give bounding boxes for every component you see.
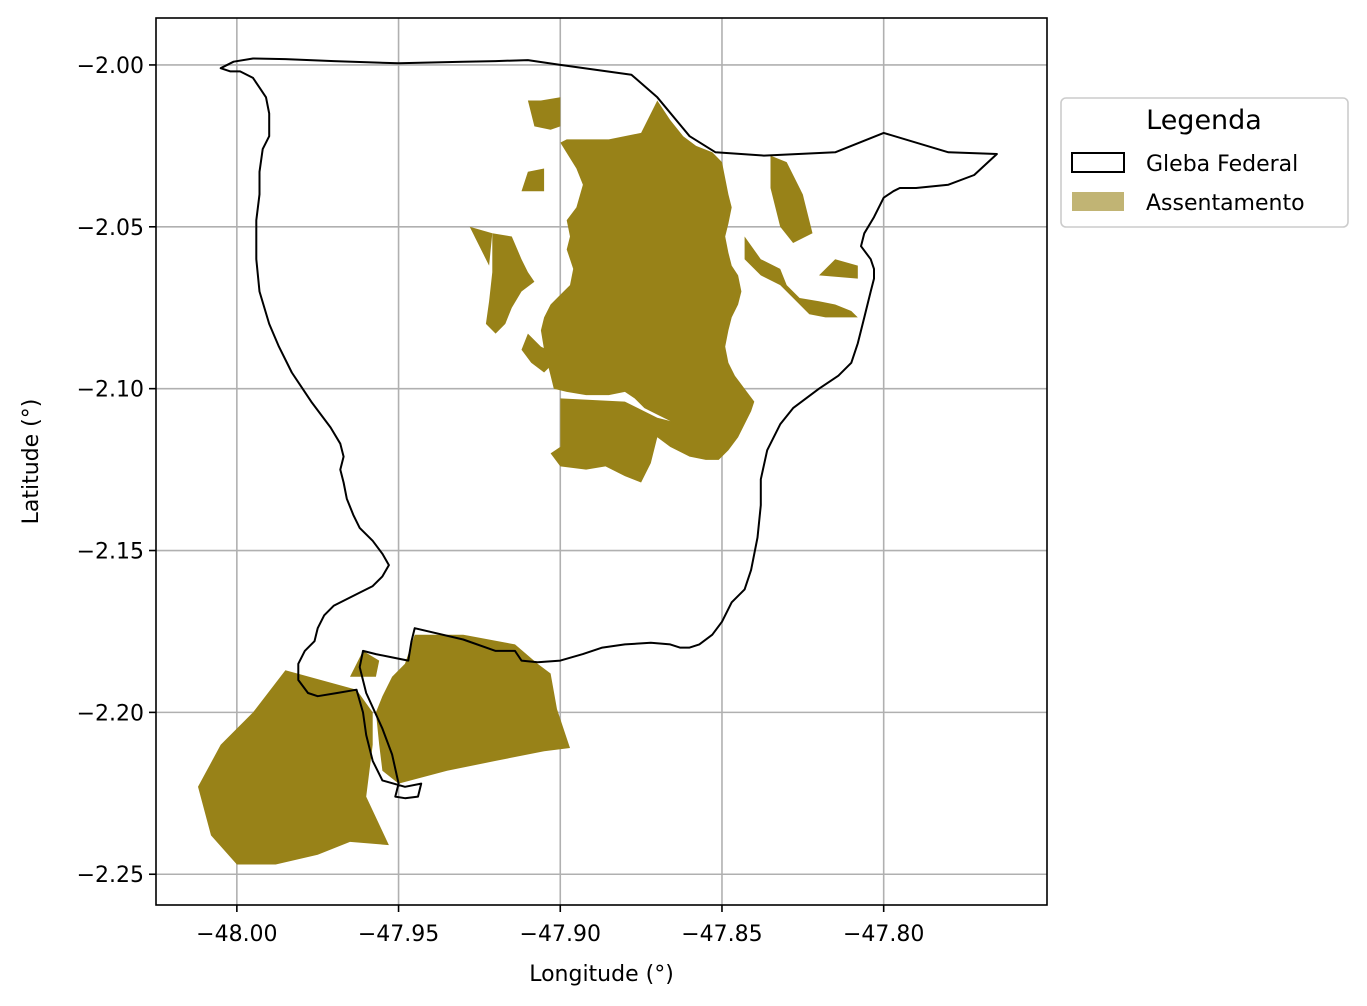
assentamento-polygon — [521, 168, 545, 192]
y-tick-label: −2.10 — [77, 378, 144, 403]
gleba-federal-layer — [219, 57, 998, 800]
legend-label-gleba-federal: Gleba Federal — [1146, 152, 1298, 177]
x-tick-label: −48.00 — [196, 922, 277, 947]
assentamento-polygon — [770, 155, 813, 243]
legend-swatch-assentamento — [1072, 192, 1124, 211]
assentamento-polygon — [819, 259, 858, 279]
assentamento-layer — [198, 97, 858, 865]
assentamento-polygon — [540, 100, 755, 460]
y-tick-label: −2.15 — [77, 540, 144, 565]
assentamento-polygon — [350, 650, 380, 677]
x-tick-label: −47.95 — [358, 922, 439, 947]
y-tick-label: −2.00 — [77, 54, 144, 79]
gleba-federal-outline — [219, 57, 998, 800]
x-tick-label: −47.85 — [681, 922, 762, 947]
assentamento-polygon — [198, 670, 389, 865]
y-tick-label: −2.05 — [77, 216, 144, 241]
y-axis-label: Latitude (°) — [19, 399, 44, 525]
assentamento-polygon — [744, 236, 858, 318]
assentamento-polygon — [469, 226, 493, 266]
y-tick-label: −2.20 — [77, 701, 144, 726]
assentamento-polygon — [485, 233, 535, 334]
x-tick-label: −47.80 — [843, 922, 924, 947]
legend-swatch-gleba-federal — [1071, 152, 1125, 173]
y-axis-ticks: −2.00 −2.05 −2.10 −2.15 −2.20 −2.25 — [77, 54, 156, 888]
legend: Legenda Gleba Federal Assentamento — [1060, 97, 1349, 228]
legend-box — [1060, 97, 1349, 228]
assentamento-polygon — [521, 333, 561, 373]
legend-label-assentamento: Assentamento — [1146, 191, 1305, 216]
y-tick-label: −2.25 — [77, 863, 144, 888]
x-axis-ticks: −48.00 −47.95 −47.90 −47.85 −47.80 — [196, 905, 924, 947]
x-axis-label: Longitude (°) — [529, 962, 674, 987]
assentamento-polygon — [527, 97, 561, 130]
legend-title: Legenda — [1146, 105, 1262, 136]
assentamento-polygon — [550, 398, 703, 483]
assentamento-polygon — [375, 634, 570, 784]
plot-frame — [155, 17, 1048, 906]
x-tick-label: −47.90 — [520, 922, 601, 947]
